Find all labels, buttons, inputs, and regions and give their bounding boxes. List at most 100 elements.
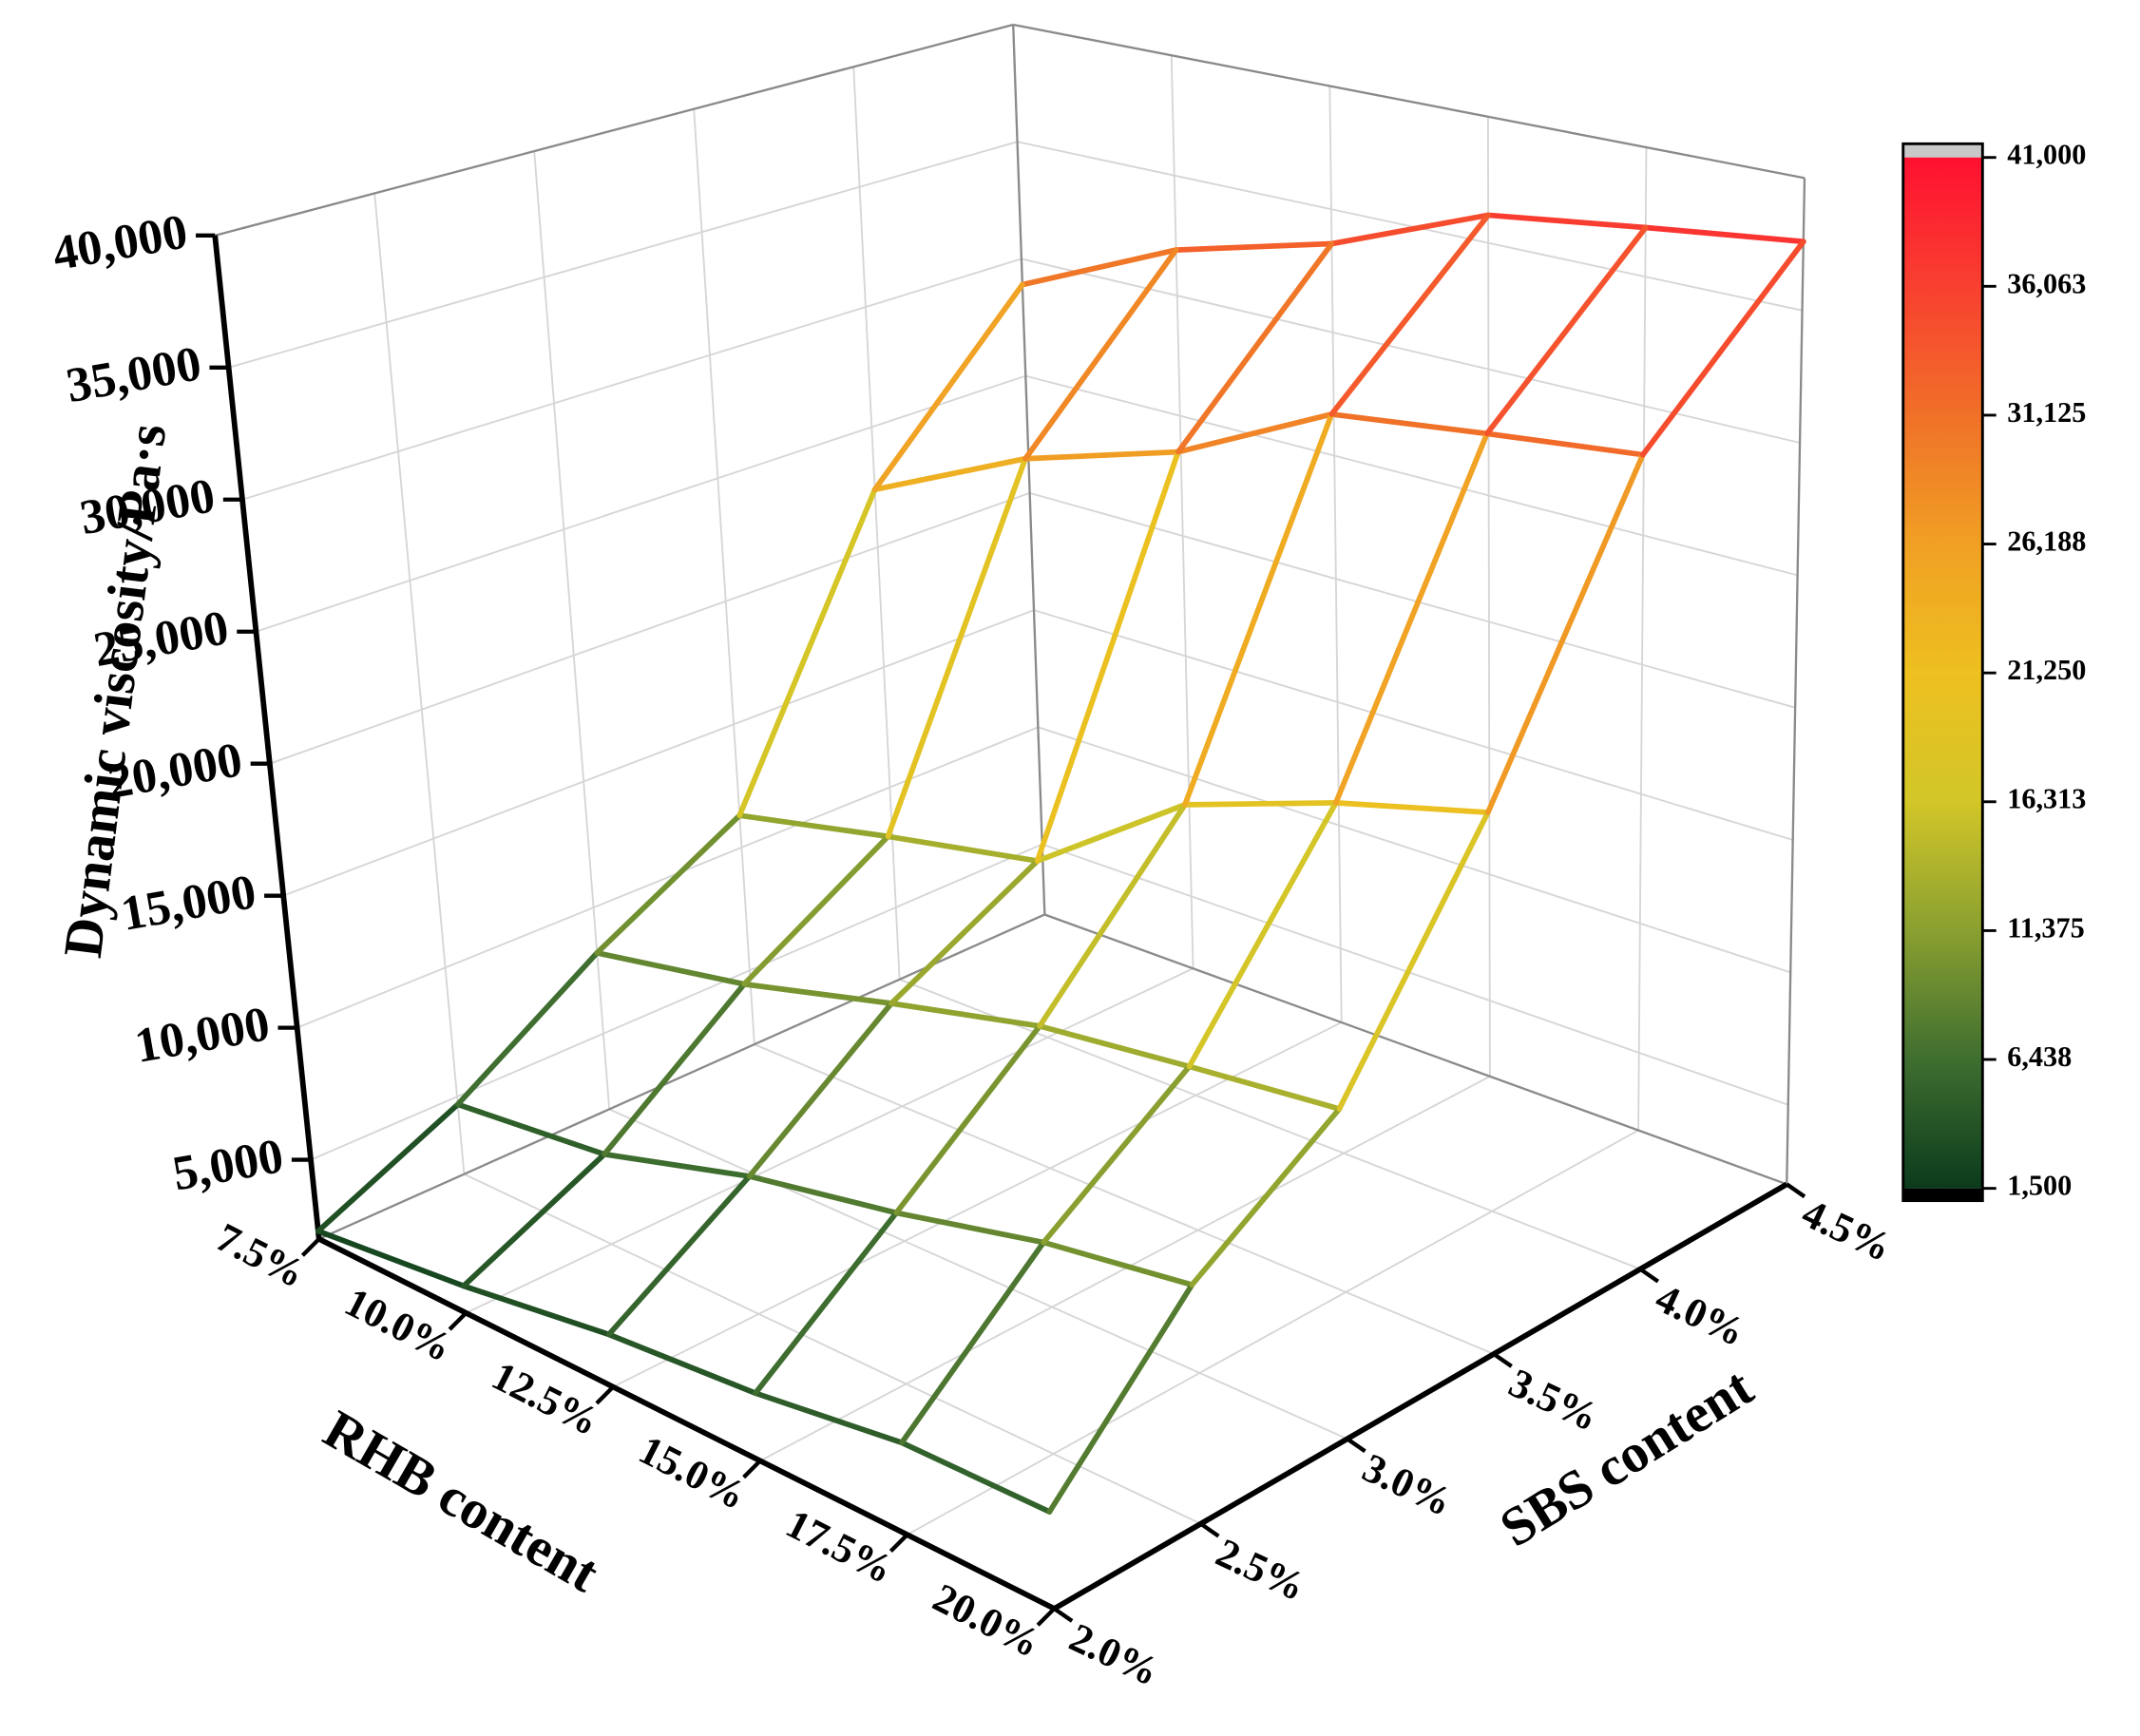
grid-line <box>282 609 1035 897</box>
wire-segment <box>753 1210 900 1397</box>
wire-segment <box>1186 1063 1343 1112</box>
wire-segment <box>1328 212 1491 247</box>
wire-segment <box>1189 1106 1343 1288</box>
wire-segment <box>893 1210 1047 1246</box>
grid-line <box>269 491 1030 765</box>
wire-segment <box>1332 800 1491 815</box>
z-tick-label: 40,000 <box>48 204 191 281</box>
colorbar <box>1902 157 1983 1189</box>
wire-segment <box>1046 1282 1195 1515</box>
z-tick-label: 10,000 <box>131 997 274 1074</box>
wire-segment <box>746 1001 894 1179</box>
wire-segment <box>753 1390 905 1446</box>
wire-segment <box>1182 800 1339 808</box>
grid-line <box>1637 147 1648 1131</box>
grid-line <box>1025 374 1798 577</box>
y-tick <box>1053 1607 1074 1623</box>
wire-segment <box>1020 247 1179 288</box>
x-tick <box>888 1533 909 1553</box>
wire-segment <box>899 1440 1053 1515</box>
y-tick <box>1492 1352 1513 1368</box>
z-tick-label: 5,000 <box>169 1129 288 1201</box>
colorbar-tick-label: 11,375 <box>2007 911 2085 944</box>
wire-segment <box>1328 212 1491 417</box>
y-tick <box>1199 1521 1220 1538</box>
grid-line <box>899 978 1641 1270</box>
y-tick-label: 3.0% <box>1356 1445 1459 1526</box>
wire-segment <box>885 455 1028 840</box>
x-tick <box>448 1311 468 1331</box>
colorbar-tick-label: 41,000 <box>2007 139 2086 171</box>
z-tick-label: 30,000 <box>76 468 219 545</box>
grid-line <box>373 193 466 1174</box>
grid-line <box>1021 258 1801 444</box>
grid-line <box>1328 86 1343 1023</box>
grid-line <box>228 141 1018 369</box>
wire-segment <box>1642 224 1806 245</box>
grid-line <box>464 1173 1201 1525</box>
y-tick-label: 3.5% <box>1502 1360 1605 1440</box>
wire-segment <box>1173 240 1335 253</box>
y-tick <box>1346 1437 1366 1454</box>
wire-segment <box>1034 801 1188 864</box>
wire-segment <box>741 833 891 987</box>
x-tick-label: 15.0% <box>632 1427 754 1519</box>
wire-segment <box>1175 240 1335 455</box>
colorbar-under <box>1902 1188 1983 1201</box>
grid-line <box>693 108 755 1045</box>
y-tick <box>1786 1182 1806 1199</box>
x-tick-label: 17.5% <box>779 1500 901 1593</box>
wire-segment <box>1336 810 1491 1112</box>
wire-segment <box>1484 451 1646 815</box>
grid-line <box>241 258 1022 501</box>
box-edge <box>1012 24 1046 915</box>
wire-segment <box>1485 212 1649 231</box>
y-tick-label: 2.0% <box>1062 1614 1165 1695</box>
y-axis <box>1052 1181 1788 1612</box>
wire-segment <box>315 1101 461 1234</box>
wire-segment <box>893 1023 1042 1216</box>
wire-segment <box>871 281 1025 493</box>
grid-line <box>466 967 1194 1314</box>
wire-segment <box>1175 411 1335 455</box>
wire-segment <box>1037 801 1188 1029</box>
grid-line <box>310 843 1043 1161</box>
wire-segment <box>605 1331 758 1397</box>
wire-segment <box>885 833 1041 864</box>
z-axis <box>212 235 322 1240</box>
grid-line <box>1029 491 1796 709</box>
wire-segment <box>1041 1239 1195 1288</box>
x-tick <box>300 1237 321 1257</box>
colorbar-tick-label: 16,313 <box>2007 783 2086 815</box>
wire-segment <box>1041 1063 1193 1246</box>
wire-segment <box>605 1173 753 1338</box>
wire-segment <box>1034 448 1181 864</box>
grid-line <box>612 1021 1343 1388</box>
wire-segment <box>871 455 1028 493</box>
grid-line <box>296 726 1039 1029</box>
wire-segment <box>1328 411 1490 437</box>
wire-segment <box>1332 430 1490 806</box>
wire-segment <box>746 1173 900 1216</box>
wire-segment <box>736 486 878 819</box>
wire-segment <box>888 1001 1042 1029</box>
wire-segment <box>888 858 1041 1006</box>
grid-line <box>1170 55 1194 969</box>
grid-line <box>754 1043 1495 1355</box>
wire-segment <box>454 1101 607 1157</box>
wire-segment <box>899 1239 1047 1446</box>
wire-segment <box>1639 238 1806 458</box>
x-tick <box>1036 1607 1056 1627</box>
grid-line <box>1033 609 1793 841</box>
grid-line <box>256 374 1026 633</box>
y-tick <box>1638 1267 1660 1284</box>
colorbar-tick-label: 31,125 <box>2007 396 2086 429</box>
box-edge <box>1012 23 1806 180</box>
colorbar-tick-label: 26,188 <box>2007 525 2086 557</box>
wire-segment <box>315 1228 467 1289</box>
colorbar-tick-label: 21,250 <box>2007 654 2086 686</box>
grid-line <box>533 151 611 1110</box>
grid-line <box>1486 116 1491 1077</box>
